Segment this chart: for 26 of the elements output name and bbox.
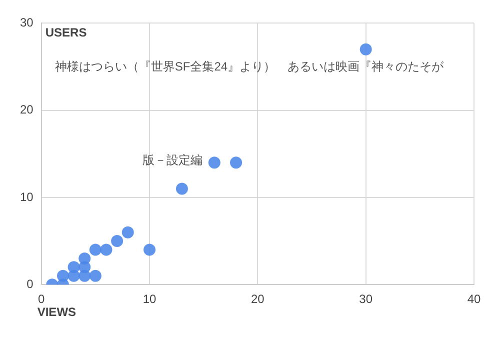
x-tick-label: 30 xyxy=(359,292,373,306)
point xyxy=(100,244,112,256)
point xyxy=(144,244,156,256)
x-axis-title: VIEWS xyxy=(37,304,76,319)
point xyxy=(176,182,188,195)
point xyxy=(122,226,134,238)
y-tick-label: 30 xyxy=(20,16,34,30)
point xyxy=(208,156,220,169)
y-tick-label: 10 xyxy=(20,190,34,204)
x-tick-label: 0 xyxy=(38,292,46,306)
x-tick-label: 40 xyxy=(467,292,481,306)
y-tick-label: 0 xyxy=(26,276,34,291)
point xyxy=(78,252,91,264)
y-axis-title: USERS xyxy=(45,26,87,40)
annotation: 神様はつらい（『世界SF全集24』より） あるいは映画『神々のたそが xyxy=(54,60,445,74)
x-tick-label: 20 xyxy=(250,292,265,306)
point xyxy=(111,235,124,248)
point xyxy=(360,43,372,56)
point xyxy=(89,244,102,256)
point xyxy=(68,261,80,274)
point xyxy=(230,156,242,169)
point xyxy=(89,270,102,282)
annotation: 版－設定編 xyxy=(142,152,202,167)
point xyxy=(56,270,69,282)
y-tick-label: 20 xyxy=(20,102,34,117)
x-tick-label: 10 xyxy=(142,292,157,306)
